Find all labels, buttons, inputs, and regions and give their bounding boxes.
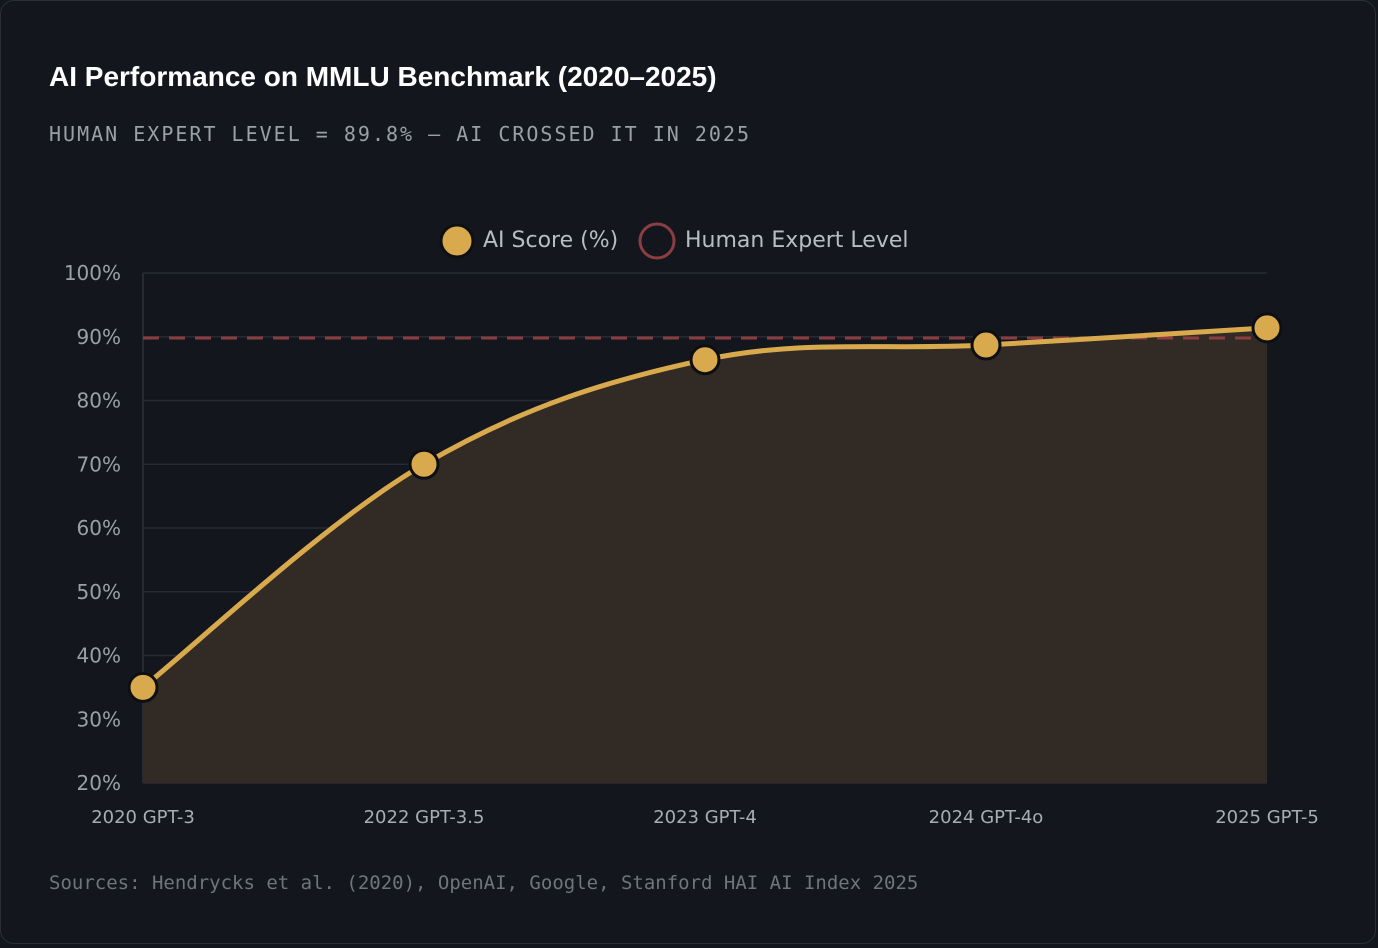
- legend-human-expert-label[interactable]: Human Expert Level: [685, 228, 909, 253]
- x-axis: 2020 GPT-3 2022 GPT-3.5 2023 GPT-4 2024 GPT…: [91, 807, 1319, 828]
- y-tick-label: 30%: [77, 707, 121, 731]
- y-tick-label: 60%: [77, 516, 121, 540]
- ai-score-point[interactable]: [408, 448, 440, 480]
- legend: AI Score (%) Human Expert Level: [439, 222, 909, 260]
- x-tick-label: 2024 GPT-4o: [929, 807, 1044, 828]
- x-tick-label: 2025 GPT-5: [1215, 807, 1319, 828]
- y-tick-label: 80%: [77, 389, 121, 413]
- x-tick-label: 2022 GPT-3.5: [364, 807, 485, 828]
- legend-ai-score-label[interactable]: AI Score (%): [483, 228, 618, 253]
- y-tick-label: 50%: [77, 580, 121, 604]
- legend-ai-score-marker[interactable]: [439, 223, 475, 259]
- y-axis: 20% 30% 40% 50% 60% 70% 80% 90% 100%: [64, 261, 144, 795]
- x-tick-label: 2023 GPT-4: [653, 807, 757, 828]
- y-tick-label: 100%: [64, 261, 121, 285]
- y-tick-label: 90%: [77, 325, 121, 349]
- ai-score-point[interactable]: [127, 671, 159, 703]
- ai-score-point[interactable]: [689, 344, 721, 376]
- ai-score-point[interactable]: [970, 329, 1002, 361]
- legend-human-expert-marker[interactable]: [638, 222, 676, 260]
- chart-source: Sources: Hendrycks et al. (2020), OpenAI…: [49, 872, 919, 894]
- x-tick-label: 2020 GPT-3: [91, 807, 195, 828]
- y-tick-label: 70%: [77, 452, 121, 476]
- y-tick-label: 40%: [77, 644, 121, 668]
- ai-score-area-fill: [143, 327, 1267, 783]
- y-tick-label: 20%: [77, 771, 121, 795]
- ai-score-point[interactable]: [1251, 312, 1283, 344]
- ai-score-points: [127, 312, 1283, 703]
- chart-subtitle: HUMAN EXPERT LEVEL = 89.8% — AI CROSSED …: [49, 122, 752, 146]
- chart-title: AI Performance on MMLU Benchmark (2020–2…: [49, 61, 717, 92]
- ai-score-area: [143, 327, 1267, 783]
